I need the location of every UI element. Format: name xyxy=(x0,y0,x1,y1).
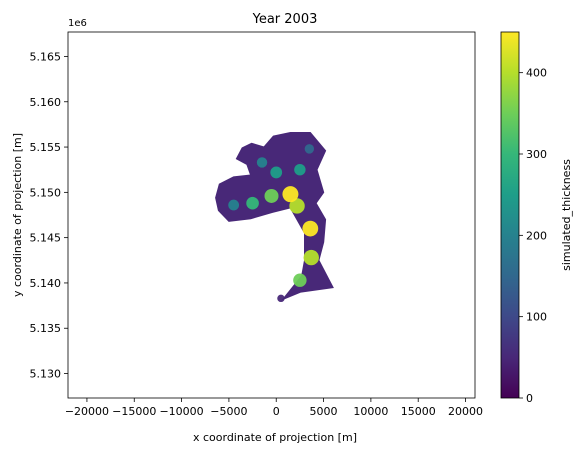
y-tick-label: 5.130 xyxy=(30,368,62,381)
y-axis-label: y coordinate of projection [m] xyxy=(11,133,24,297)
thickness-cell xyxy=(293,273,307,287)
thickness-cell xyxy=(303,249,319,266)
y-tick-label: 5.140 xyxy=(30,277,62,290)
glacier-thickness-map xyxy=(215,132,334,303)
colorbar-tick-label: 300 xyxy=(526,148,547,161)
x-tick-label: 5000 xyxy=(310,405,338,418)
x-tick-label: 15000 xyxy=(401,405,436,418)
thickness-cell xyxy=(294,164,306,176)
x-tick-label: 0 xyxy=(273,405,280,418)
thickness-cell xyxy=(228,199,240,211)
colorbar xyxy=(500,31,520,399)
colorbar-ticks: 0 100 200 300 400 xyxy=(519,67,547,405)
chart-title: Year 2003 xyxy=(252,12,318,27)
x-tick-label: −10000 xyxy=(159,405,203,418)
thickness-cell xyxy=(282,186,299,203)
x-tick-label: −20000 xyxy=(65,405,109,418)
y-tick-label: 5.155 xyxy=(30,141,62,154)
x-tick-label: −5000 xyxy=(210,405,247,418)
thickness-cell xyxy=(256,157,268,168)
x-axis-label: x coordinate of projection [m] xyxy=(193,431,357,444)
thickness-cell xyxy=(289,198,305,214)
y-tick-label: 5.160 xyxy=(30,96,62,109)
thickness-cell xyxy=(246,196,259,210)
colorbar-tick-label: 400 xyxy=(526,67,547,80)
colorbar-tick-label: 200 xyxy=(526,229,547,242)
colorbar-label: simulated_thickness xyxy=(560,159,573,271)
thickness-cell xyxy=(264,188,279,203)
thickness-cell xyxy=(302,220,319,237)
y-tick-label: 5.150 xyxy=(30,186,62,199)
x-tick-label: −15000 xyxy=(112,405,156,418)
thickness-cell xyxy=(277,294,285,303)
y-axis-ticks: 5.130 5.135 5.140 5.145 5.150 5.155 5.160 5.165 xyxy=(30,50,68,381)
y-offset-label: 1e6 xyxy=(68,18,87,29)
y-tick-label: 5.135 xyxy=(30,322,62,335)
thickness-cell xyxy=(270,166,283,179)
y-tick-label: 5.165 xyxy=(30,50,62,63)
colorbar-tick-label: 0 xyxy=(526,392,533,405)
x-axis-ticks: −20000 −15000 −10000 −5000 0 5000 10000 15000 20… xyxy=(65,398,483,418)
thickness-cell xyxy=(304,144,315,154)
plot-area xyxy=(68,32,475,398)
x-tick-label: 20000 xyxy=(448,405,483,418)
y-tick-label: 5.145 xyxy=(30,232,62,245)
colorbar-tick-label: 100 xyxy=(526,311,547,324)
plot-frame xyxy=(67,31,476,399)
x-tick-label: 10000 xyxy=(353,405,388,418)
